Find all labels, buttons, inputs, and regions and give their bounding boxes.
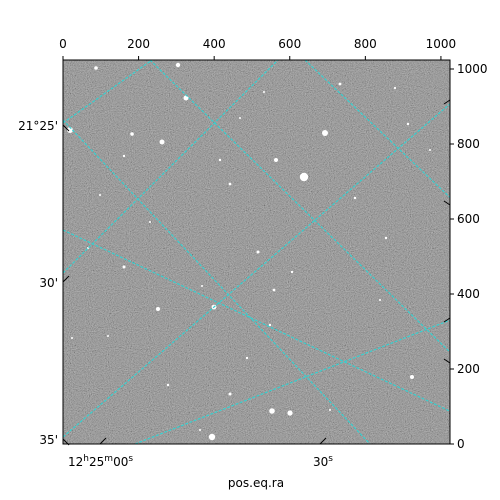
coord-tick: [62, 124, 70, 132]
ra-axis-labels: 12h25m00s 30s: [68, 454, 333, 469]
top-tick-label: 200: [127, 37, 150, 51]
grid-line: [134, 319, 450, 444]
star: [338, 82, 342, 86]
coord-tick: [62, 438, 70, 446]
star: [67, 127, 73, 133]
star: [290, 270, 294, 274]
top-tick-label: 1000: [426, 37, 457, 51]
star: [149, 221, 151, 223]
ra-label: 30s: [313, 454, 333, 469]
right-tick-label: 200: [457, 362, 480, 376]
star: [228, 392, 232, 396]
axes-frame: [62, 59, 451, 445]
star: [218, 158, 222, 162]
dec-label: 30': [39, 276, 58, 290]
star: [322, 130, 328, 136]
star: [256, 250, 260, 254]
star: [122, 265, 126, 269]
right-tick-label: 0: [457, 437, 465, 451]
coord-tick: [443, 317, 451, 323]
star: [175, 62, 181, 68]
star: [94, 66, 98, 70]
star: [245, 356, 249, 360]
star: [156, 307, 160, 311]
top-tick-label: 400: [203, 37, 226, 51]
star: [384, 236, 388, 240]
top-pixel-axis: 0 200 400 600 800 1000: [59, 37, 456, 60]
star: [429, 149, 431, 151]
right-pixel-axis: 0 200 400 600 800 1000: [450, 62, 488, 451]
star: [166, 383, 170, 387]
dec-label: 35': [39, 433, 58, 447]
coord-tick: [443, 99, 451, 105]
coord-tick: [62, 275, 70, 283]
star: [353, 196, 357, 200]
grid-line: [304, 60, 450, 199]
star: [410, 375, 414, 379]
star: [299, 172, 309, 182]
stars: [67, 62, 431, 441]
star: [274, 158, 278, 162]
right-tick-label: 1000: [457, 62, 488, 76]
star: [406, 122, 410, 126]
coord-tick: [99, 437, 107, 445]
star: [287, 410, 293, 416]
dec-label: 21°25': [18, 119, 58, 133]
dec-axis-labels: 21°25' 30' 35': [18, 119, 58, 447]
top-tick-label: 0: [59, 37, 67, 51]
star: [159, 139, 165, 145]
x-axis-label: pos.eq.ra: [228, 476, 284, 490]
star: [71, 337, 73, 339]
top-tick-label: 600: [278, 37, 301, 51]
grid-line: [63, 60, 279, 274]
coordinate-ticks: [62, 99, 451, 446]
star: [99, 194, 101, 196]
right-tick-label: 400: [457, 287, 480, 301]
grid-line: [63, 119, 371, 444]
star: [379, 299, 381, 301]
star: [208, 433, 216, 441]
grid-line: [149, 60, 450, 354]
star: [107, 335, 109, 337]
ra-label: 12h25m00s: [68, 454, 133, 469]
coord-tick: [443, 358, 451, 364]
coord-tick: [319, 437, 327, 445]
grid-line: [63, 229, 450, 412]
star: [201, 285, 203, 287]
right-tick-label: 600: [457, 212, 480, 226]
star: [122, 154, 126, 158]
coordinate-grid: [63, 60, 450, 444]
grid-line: [63, 103, 450, 438]
top-tick-label: 800: [354, 37, 377, 51]
coord-tick: [443, 200, 451, 206]
star: [268, 323, 272, 327]
star: [263, 91, 265, 93]
star: [130, 132, 134, 136]
star: [239, 117, 241, 119]
star: [199, 429, 201, 431]
star: [393, 86, 397, 90]
star: [272, 288, 276, 292]
star: [329, 409, 331, 411]
star: [269, 408, 275, 414]
right-tick-label: 800: [457, 137, 480, 151]
star: [228, 182, 232, 186]
grid-line: [63, 60, 153, 124]
